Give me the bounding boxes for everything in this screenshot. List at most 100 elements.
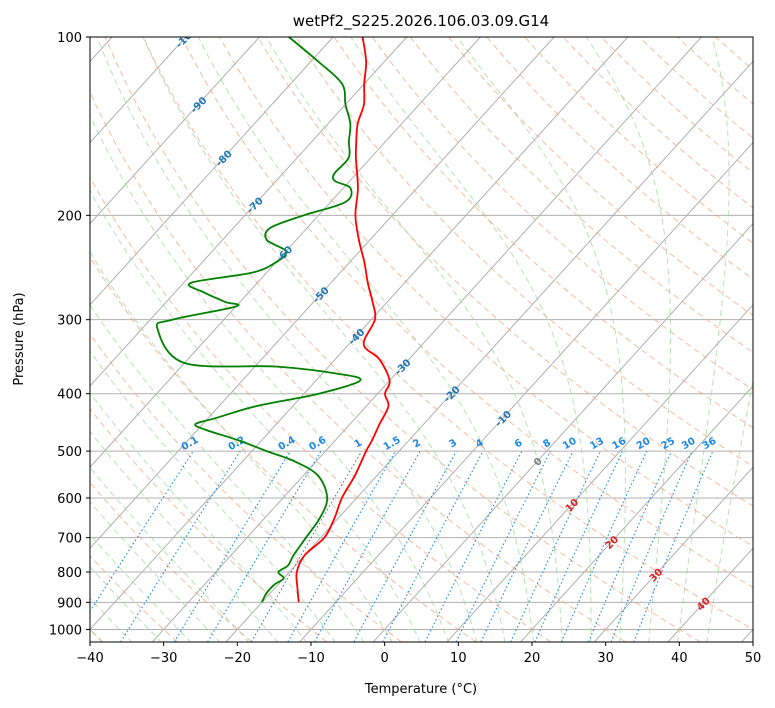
moist-adiabat-line [96, 37, 478, 642]
x-tick-label: −20 [224, 651, 251, 666]
mixing-ratio-line [587, 450, 673, 642]
moist-adiabats [90, 37, 753, 642]
isotherm-line [299, 141, 753, 642]
dry-adiabat-line [638, 37, 753, 139]
dry-adiabat-line [142, 37, 753, 630]
isotherm-label: -80 [214, 149, 235, 170]
isotherm-line [90, 37, 408, 387]
moist-adiabat-line [90, 251, 393, 642]
moist-adiabat-line [456, 37, 626, 642]
isotherm-label: 30 [648, 567, 666, 585]
y-tick-label: 600 [57, 492, 82, 507]
mixing-ratio-line [287, 450, 396, 642]
mixing-ratio-line [173, 450, 291, 642]
isotherm-label: -10 [494, 409, 515, 430]
x-tick-label: 10 [450, 651, 467, 666]
isobar-grid [90, 37, 753, 630]
mixing-ratio-line [455, 450, 551, 642]
x-tick-label: −30 [150, 651, 177, 666]
moist-adiabat-line [90, 114, 449, 642]
mixing-ratio-line [250, 450, 363, 642]
isotherm-label: -50 [311, 285, 332, 306]
mixing-ratio-label: 8 [541, 437, 553, 450]
isotherm-label: 20 [604, 534, 622, 552]
mixing-ratio-label: 0.4 [277, 435, 298, 453]
dry-adiabats [90, 37, 775, 642]
isotherm-line [90, 37, 260, 225]
isotherm-line [90, 37, 187, 144]
moist-adiabat-line [90, 501, 221, 642]
x-tick-label: −40 [76, 651, 103, 666]
moist-adiabat-line [90, 392, 308, 642]
isotherm-line [90, 37, 629, 631]
mixing-ratio-label: 1 [353, 437, 365, 450]
temperature-profile-line [295, 37, 391, 603]
isotherm-line [372, 222, 753, 642]
isotherm-line [593, 466, 753, 642]
dry-adiabat-line [90, 176, 552, 642]
isotherm-label: -30 [393, 357, 414, 378]
dry-adiabat-line [257, 37, 753, 507]
isotherm-label: 0 [532, 456, 545, 469]
x-tick-label: 50 [745, 651, 762, 666]
y-tick-label: 200 [57, 209, 82, 224]
x-tick-label: −10 [297, 651, 324, 666]
dry-adiabat-line [219, 37, 753, 547]
mixing-ratio-line [90, 450, 194, 613]
y-axis-label: Pressure (hPa) [12, 292, 27, 385]
moist-adiabat-line [350, 37, 592, 642]
mixing-ratio-label: 3 [447, 437, 459, 450]
y-tick-label: 100 [57, 31, 82, 46]
mixing-ratio-line [314, 450, 421, 642]
mixing-ratio-label: 10 [561, 436, 579, 453]
mixing-ratio-line [424, 450, 523, 642]
dry-adiabat-line [562, 37, 753, 209]
isotherm-line [90, 37, 481, 468]
mixing-ratio-line [560, 450, 648, 642]
dry-adiabat-line [295, 37, 753, 468]
isotherm-line [90, 37, 334, 306]
moist-adiabat-line [90, 466, 250, 642]
dry-adiabat-line [754, 37, 775, 642]
moist-adiabat-line [90, 189, 421, 642]
mixing-ratio-label: 6 [513, 437, 525, 450]
dry-adiabat-line [715, 37, 753, 71]
y-tick-label: 800 [57, 566, 82, 581]
dry-adiabat-line [90, 481, 253, 642]
mixing-ratio-line [510, 450, 601, 642]
mixing-ratio-label: 4 [474, 437, 486, 450]
isotherm-label: 10 [564, 497, 582, 515]
mixing-ratio-line [633, 450, 714, 642]
isotherm-label: -70 [245, 196, 266, 217]
mixing-ratio-label: 0.6 [307, 435, 328, 453]
moist-adiabat-line [197, 37, 535, 642]
mixing-ratio-line [120, 450, 241, 642]
dry-adiabat-line [180, 37, 753, 589]
isotherm-line [90, 37, 555, 550]
moist-adiabat-line [265, 37, 563, 642]
moist-adiabat-line [90, 350, 336, 642]
x-tick-label: 0 [381, 651, 389, 666]
isotherm-line [225, 60, 753, 642]
plot-frame [89, 36, 754, 643]
dry-adiabat-line [104, 37, 701, 642]
y-tick-label: 400 [57, 388, 82, 403]
mixing-ratio-label: 2 [411, 437, 423, 450]
moist-adiabat-line [90, 534, 192, 642]
y-tick-label: 700 [57, 532, 82, 547]
y-tick-label: 1000 [49, 623, 82, 638]
x-axis-ticks: −40 −30 −20 −10 0 10 20 30 40 50 [76, 642, 761, 666]
isotherm-label: 40 [695, 596, 713, 614]
isotherm-line [520, 385, 753, 642]
dry-adiabat-line [448, 37, 753, 316]
isotherm-grid [90, 37, 753, 642]
x-axis-label: Temperature (°C) [364, 682, 477, 697]
x-tick-label: 30 [597, 651, 614, 666]
dry-adiabat-line [410, 37, 753, 353]
sounding-profiles [155, 37, 391, 603]
y-tick-label: 300 [57, 314, 82, 329]
dewpoint-profile-line [155, 37, 362, 603]
y-tick-label: 500 [57, 445, 82, 460]
moist-adiabat-line [90, 430, 279, 642]
